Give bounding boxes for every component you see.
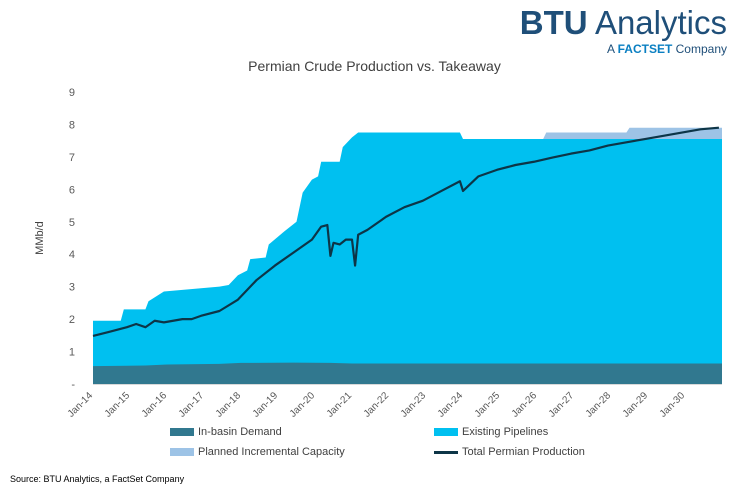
brand-tag-prefix: A	[606, 42, 618, 56]
legend-label-planned-capacity: Planned Incremental Capacity	[198, 446, 345, 458]
brand-wordmark: BTU Analytics	[520, 6, 727, 40]
series-area-in-basin-demand	[93, 362, 722, 384]
legend-swatch-existing-pipelines	[434, 428, 458, 436]
x-tick-label: Jan-29	[621, 390, 651, 420]
x-tick-label: Jan-28	[584, 390, 614, 420]
y-tick-label: 1	[69, 347, 75, 359]
x-tick-label: Jan-26	[510, 390, 540, 420]
brand-tagline: A FACTSET Company	[520, 42, 727, 56]
x-tick-label: Jan-19	[251, 390, 281, 420]
chart-title: Permian Crude Production vs. Takeaway	[248, 58, 501, 74]
y-tick-label: 5	[69, 217, 75, 229]
legend-item-total-production: Total Permian Production	[434, 446, 585, 458]
x-tick-label: Jan-23	[399, 390, 429, 420]
legend-label-existing-pipelines: Existing Pipelines	[462, 426, 549, 438]
x-tick-label: Jan-20	[288, 390, 318, 420]
y-tick-label: 8	[69, 119, 75, 131]
legend-swatch-planned-capacity	[170, 448, 194, 456]
legend-label-total-production: Total Permian Production	[462, 446, 585, 458]
x-tick-label: Jan-14	[66, 390, 96, 420]
x-tick-label: Jan-17	[177, 390, 207, 420]
brand-name-bold: BTU	[519, 4, 588, 41]
area-layer	[93, 127, 722, 384]
y-tick-label: 2	[69, 314, 75, 326]
legend-item-in-basin-demand: In-basin Demand	[170, 426, 282, 438]
y-tick-label: 9	[69, 87, 75, 99]
x-tick-label: Jan-18	[214, 390, 244, 420]
x-tick-label: Jan-27	[547, 390, 577, 420]
source-note: Source: BTU Analytics, a FactSet Company	[10, 474, 185, 484]
line-layer	[92, 126, 720, 338]
y-tick-label: 3	[69, 282, 75, 294]
x-tick-label: Jan-24	[436, 390, 466, 420]
legend-swatch-total-production	[434, 450, 458, 454]
x-tick-label: Jan-22	[362, 390, 392, 420]
y-axis-label: MMb/d	[34, 221, 46, 255]
legend-label-in-basin-demand: In-basin Demand	[198, 426, 282, 438]
y-tick-label: 4	[69, 249, 75, 261]
legend-item-existing-pipelines: Existing Pipelines	[434, 426, 548, 438]
legend-item-planned-capacity: Planned Incremental Capacity	[170, 446, 345, 458]
series-line-total-production	[92, 126, 720, 338]
brand-logo: BTU Analytics A FACTSET Company	[520, 6, 727, 57]
brand-tag-factset: FACTSET	[617, 42, 673, 56]
x-tick-label: Jan-16	[140, 390, 170, 420]
y-tick-label: 7	[69, 152, 75, 164]
x-tick-label: Jan-15	[103, 390, 133, 420]
series-area-existing-pipelines	[93, 132, 722, 384]
x-tick-label: Jan-25	[473, 390, 503, 420]
brand-tag-suffix: Company	[672, 42, 727, 56]
x-tick-label: Jan-21	[325, 390, 355, 420]
x-tick-label: Jan-30	[658, 390, 688, 420]
legend-swatch-in-basin-demand	[170, 428, 194, 436]
y-tick-label: 6	[69, 184, 75, 196]
brand-name-rest: Analytics	[587, 4, 727, 41]
y-tick-label: -	[71, 379, 75, 391]
